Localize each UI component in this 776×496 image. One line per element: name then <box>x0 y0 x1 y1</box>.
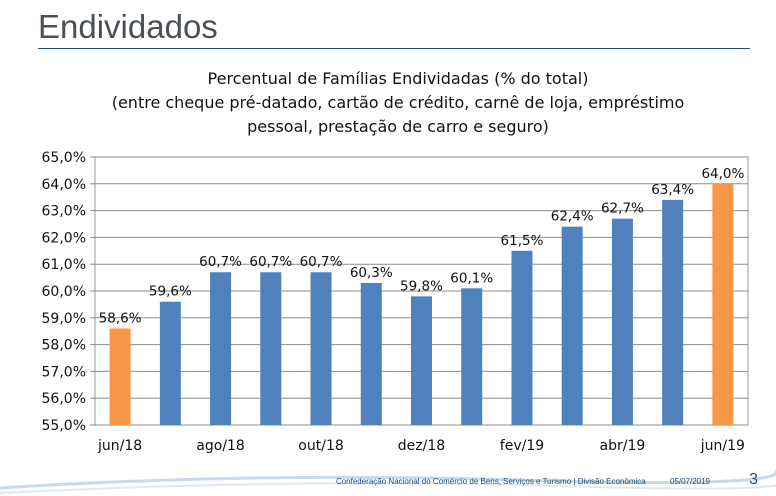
y-tick-label: 56,0% <box>42 391 86 407</box>
y-tick-label: 58,0% <box>42 338 86 354</box>
bar <box>561 226 583 425</box>
x-tick-label: abr/19 <box>600 438 646 454</box>
bar-value-label: 62,4% <box>551 209 594 225</box>
bar-value-label: 63,4% <box>651 182 694 198</box>
y-tick-label: 64,0% <box>42 177 86 193</box>
bar <box>159 301 181 425</box>
bar-value-label: 62,7% <box>601 201 644 217</box>
y-tick-label: 65,0% <box>42 150 86 166</box>
chart-title-line-1: Percentual de Famílias Endividadas (% do… <box>207 69 589 88</box>
y-tick-label: 63,0% <box>42 204 86 220</box>
chart-title-line-2: (entre cheque pré-datado, cartão de créd… <box>111 93 685 112</box>
bar-value-label: 64,0% <box>701 166 744 182</box>
x-tick-label: fev/19 <box>500 438 544 454</box>
x-tick-label: jun/19 <box>700 438 745 454</box>
y-tick-label: 60,0% <box>42 284 86 300</box>
footer-swoosh <box>0 470 776 494</box>
chart-title-line-3: pessoal, prestação de carro e seguro) <box>247 117 549 136</box>
bar-value-label: 60,7% <box>199 254 242 270</box>
title-divider <box>38 48 750 49</box>
bar <box>260 272 282 425</box>
bar-value-label: 59,6% <box>149 284 192 300</box>
x-tick-label: dez/18 <box>398 438 445 454</box>
y-tick-label: 62,0% <box>42 230 86 246</box>
x-tick-label: ago/18 <box>196 438 245 454</box>
x-tick-label: out/18 <box>298 438 343 454</box>
x-tick-label: jun/18 <box>97 438 142 454</box>
bar <box>210 272 232 425</box>
bar <box>461 288 483 425</box>
bar-chart: 55,0% 56,0% 57,0% 58,0% 59,0% 60,0% 61,0% 62,0%… <box>42 150 749 454</box>
bar-value-label: 60,7% <box>300 254 343 270</box>
footer: Confederação Nacional do Comércio de Ben… <box>150 477 710 486</box>
bar-value-label: 58,6% <box>99 311 142 327</box>
bar <box>662 199 684 425</box>
bar-value-label: 60,3% <box>350 265 393 281</box>
bar <box>310 272 332 425</box>
bar-value-label: 61,5% <box>501 233 544 249</box>
bar <box>611 218 633 425</box>
bar <box>360 282 382 425</box>
y-tick-label: 59,0% <box>42 311 86 327</box>
bar <box>109 328 131 425</box>
footer-organization: Confederação Nacional do Comércio de Ben… <box>335 477 646 486</box>
y-tick-label: 57,0% <box>42 364 86 380</box>
bar-value-label: 60,1% <box>450 270 493 286</box>
bar-value-label: 59,8% <box>400 278 443 294</box>
slide-title: Endividados <box>38 8 218 45</box>
chart-title: Percentual de Famílias Endividadas (% do… <box>60 67 736 139</box>
bar <box>511 250 533 425</box>
bar <box>712 183 734 425</box>
bar <box>411 296 432 425</box>
page-number: 3 <box>749 471 758 488</box>
y-tick-label: 55,0% <box>42 418 86 434</box>
bar-value-label: 60,7% <box>249 254 292 270</box>
y-tick-label: 61,0% <box>42 257 86 273</box>
footer-date: 05/07/2019 <box>669 477 710 486</box>
